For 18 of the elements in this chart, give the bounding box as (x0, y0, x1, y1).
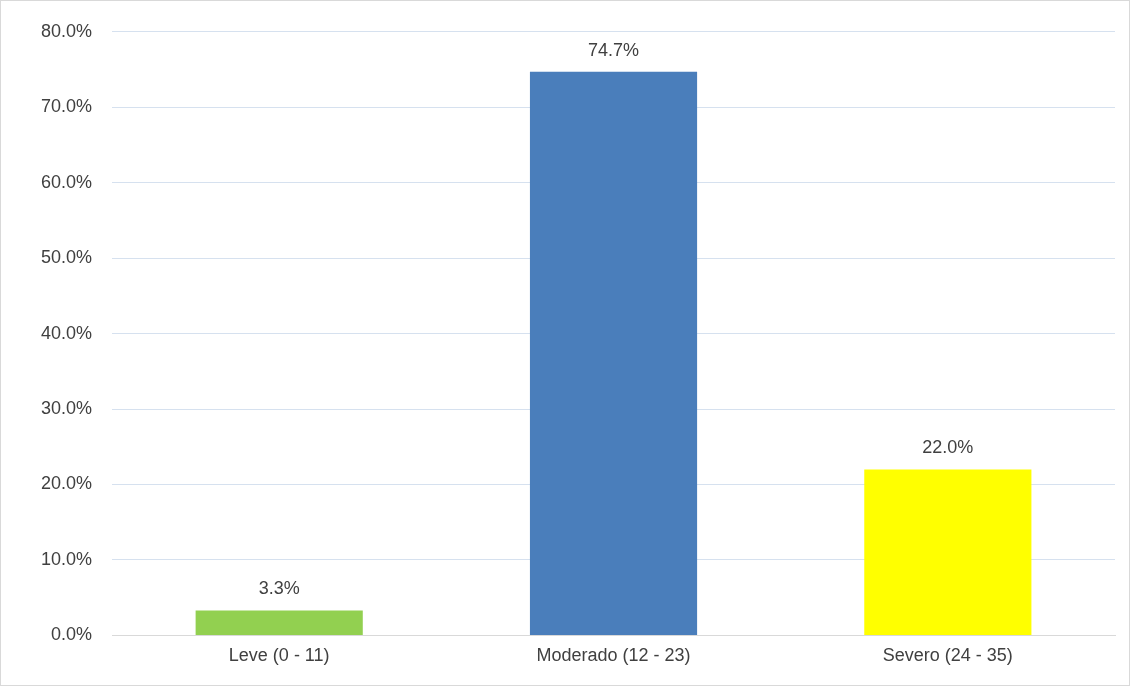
y-tick-label: 20.0% (40, 473, 93, 494)
bar (864, 469, 1032, 635)
y-tick-label: 70.0% (40, 96, 93, 117)
x-tick-label: Moderado (12 - 23) (536, 645, 691, 666)
data-label: 3.3% (258, 578, 300, 599)
y-tick-label: 40.0% (40, 322, 93, 343)
y-tick-label: 0.0% (51, 624, 93, 645)
data-label: 74.7% (588, 39, 640, 60)
y-tick-label: 10.0% (40, 548, 93, 569)
y-tick-label: 60.0% (40, 171, 93, 192)
x-tick-label: Severo (24 - 35) (882, 645, 1013, 666)
data-label: 22.0% (922, 437, 974, 458)
bar (529, 71, 698, 635)
y-tick-label: 50.0% (40, 247, 93, 268)
x-tick-label: Leve (0 - 11) (228, 645, 330, 666)
y-tick-label: 30.0% (40, 398, 93, 419)
bar (195, 610, 363, 635)
y-tick-label: 80.0% (40, 20, 93, 41)
